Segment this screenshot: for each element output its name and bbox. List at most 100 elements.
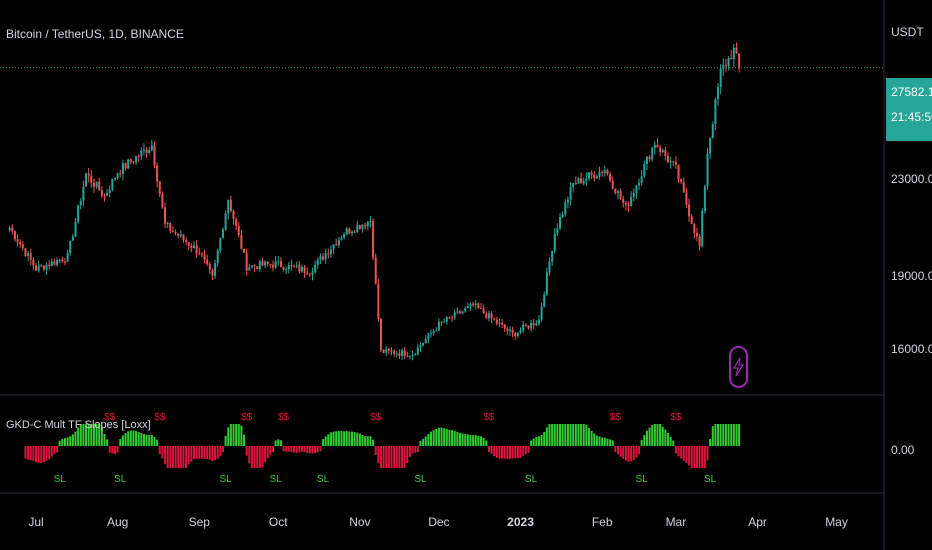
indicator-bar-down (282, 446, 285, 452)
indicator-bar-down (382, 446, 385, 468)
indicator-bar-down (29, 446, 32, 461)
candle-body (63, 261, 66, 263)
candle-body (635, 185, 638, 193)
indicator-bar-down (527, 446, 530, 453)
candle-body (664, 150, 667, 157)
candle-body (329, 249, 332, 255)
indicator-bar-up (227, 427, 230, 446)
candle-body (616, 191, 619, 194)
indicator-bar-up (240, 425, 243, 446)
candle-body (300, 266, 303, 272)
indicator-bar-up (474, 435, 477, 446)
indicator-bar-up (337, 431, 340, 446)
candle-body (100, 190, 103, 196)
candle-body (472, 303, 475, 305)
candle-body (8, 227, 11, 231)
indicator-bar-down (393, 446, 396, 468)
candle-body (456, 311, 459, 313)
indicator-bar-down (624, 446, 627, 461)
bar-countdown: 21:45:56 (891, 110, 932, 124)
candle-body (50, 261, 53, 267)
indicator-bar-up (727, 424, 730, 446)
indicator-bar-up (640, 439, 643, 446)
candle-body (416, 347, 419, 355)
indicator-bar-up (351, 431, 353, 446)
indicator-bar-up (464, 434, 467, 446)
indicator-bar-up (277, 439, 280, 446)
indicator-bar-down (401, 446, 404, 468)
indicator-bar-down (27, 446, 30, 460)
indicator-bar-up (609, 439, 612, 446)
indicator-bar-up (369, 436, 372, 446)
indicator-bar-up (66, 437, 69, 446)
candle-body (437, 321, 440, 331)
indicator-bar-up (229, 424, 232, 446)
candle-body (264, 261, 267, 266)
candle-body (588, 172, 590, 179)
indicator-bar-down (614, 446, 617, 453)
candle-body (430, 333, 432, 335)
candle-body (253, 265, 256, 267)
candle-body (469, 303, 472, 307)
indicator-bar-down (161, 446, 164, 459)
indicator-bar-down (174, 446, 177, 468)
indicator-bar-down (179, 446, 182, 468)
candle-body (179, 234, 182, 236)
candle-body (319, 256, 322, 260)
candle-body (730, 57, 733, 60)
candle-body (106, 192, 109, 196)
indicator-bar-up (448, 429, 451, 446)
indicator-bar-up (77, 427, 80, 446)
indicator-bar-up (590, 430, 593, 446)
candle-body (422, 343, 425, 346)
indicator-bar-down (293, 446, 296, 453)
indicator-bar-up (659, 424, 662, 446)
indicator-bar-up (714, 424, 717, 446)
indicator-bar-up (730, 424, 733, 446)
indicator-bar-up (458, 432, 461, 446)
candle-body (369, 221, 372, 223)
candle-body (582, 180, 585, 184)
indicator-bar-up (648, 427, 651, 446)
candle-body (553, 233, 556, 252)
indicator-bar-up (582, 424, 585, 446)
lightning-icon[interactable] (729, 346, 748, 388)
indicator-bar-up (667, 433, 669, 446)
candle-body (640, 176, 643, 184)
indicator-bar-up (135, 431, 138, 446)
indicator-bar-up (74, 431, 77, 446)
indicator-bar-up (611, 440, 614, 446)
y-tick-label: 19000.00 (891, 269, 932, 283)
candle-body (185, 239, 188, 243)
candle-body (171, 230, 174, 232)
indicator-bar-down (514, 446, 517, 459)
x-tick-label: Dec (428, 515, 449, 529)
currency-label[interactable]: USDT (891, 25, 924, 39)
candle-body (261, 261, 264, 266)
candle-body (667, 156, 669, 163)
symbol-title[interactable]: Bitcoin / TetherUS, 1D, BINANCE (6, 27, 184, 41)
indicator-title[interactable]: GKD-C Mult TF Slopes [Loxx] (6, 419, 151, 431)
indicator-bar-up (477, 435, 480, 446)
candle-body (451, 317, 454, 319)
indicator-bar-down (245, 446, 248, 456)
indicator-bar-up (530, 440, 533, 446)
indicator-bar-up (140, 433, 143, 446)
indicator-bar-up (645, 430, 648, 446)
signal-marker-bullish: SL (219, 474, 232, 485)
candle-body (324, 253, 327, 260)
signal-marker-bearish: $$ (670, 412, 682, 423)
indicator-bar-down (701, 446, 704, 468)
indicator-bar-down (264, 446, 267, 463)
candle-body (501, 322, 504, 325)
indicator-bar-up (424, 436, 427, 446)
indicator-bar-up (427, 434, 430, 446)
indicator-bar-up (279, 440, 282, 446)
candle-body (311, 272, 314, 275)
indicator-bar-down (269, 446, 272, 455)
candle-body (440, 321, 443, 323)
signal-marker-bullish: SL (525, 474, 538, 485)
indicator-bar-down (190, 446, 193, 462)
candle-body (266, 261, 269, 264)
